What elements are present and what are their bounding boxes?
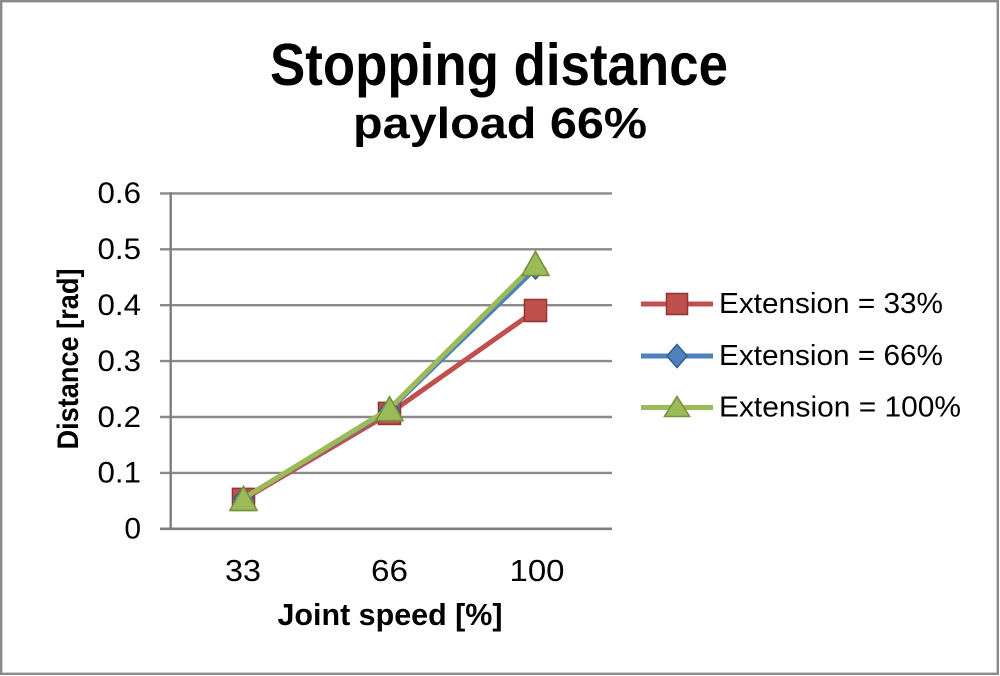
- svg-text:66: 66: [371, 553, 408, 588]
- svg-text:payload 66%: payload 66%: [353, 99, 647, 148]
- svg-text:0.3: 0.3: [98, 345, 142, 378]
- svg-text:0.1: 0.1: [98, 457, 142, 490]
- svg-text:Joint speed [%]: Joint speed [%]: [278, 597, 503, 632]
- svg-text:100: 100: [510, 553, 565, 588]
- svg-text:0.4: 0.4: [98, 289, 142, 322]
- svg-text:0.6: 0.6: [98, 177, 142, 210]
- svg-text:Distance [rad]: Distance [rad]: [52, 269, 85, 450]
- svg-text:0: 0: [124, 513, 141, 546]
- svg-text:33: 33: [225, 553, 261, 588]
- svg-text:0.2: 0.2: [98, 401, 142, 434]
- svg-text:Extension = 100%: Extension = 100%: [719, 392, 961, 424]
- svg-text:Stopping distance: Stopping distance: [270, 32, 728, 98]
- svg-text:0.5: 0.5: [98, 233, 142, 266]
- svg-text:Extension = 33%: Extension = 33%: [719, 288, 943, 320]
- svg-text:Extension = 66%: Extension = 66%: [719, 340, 943, 372]
